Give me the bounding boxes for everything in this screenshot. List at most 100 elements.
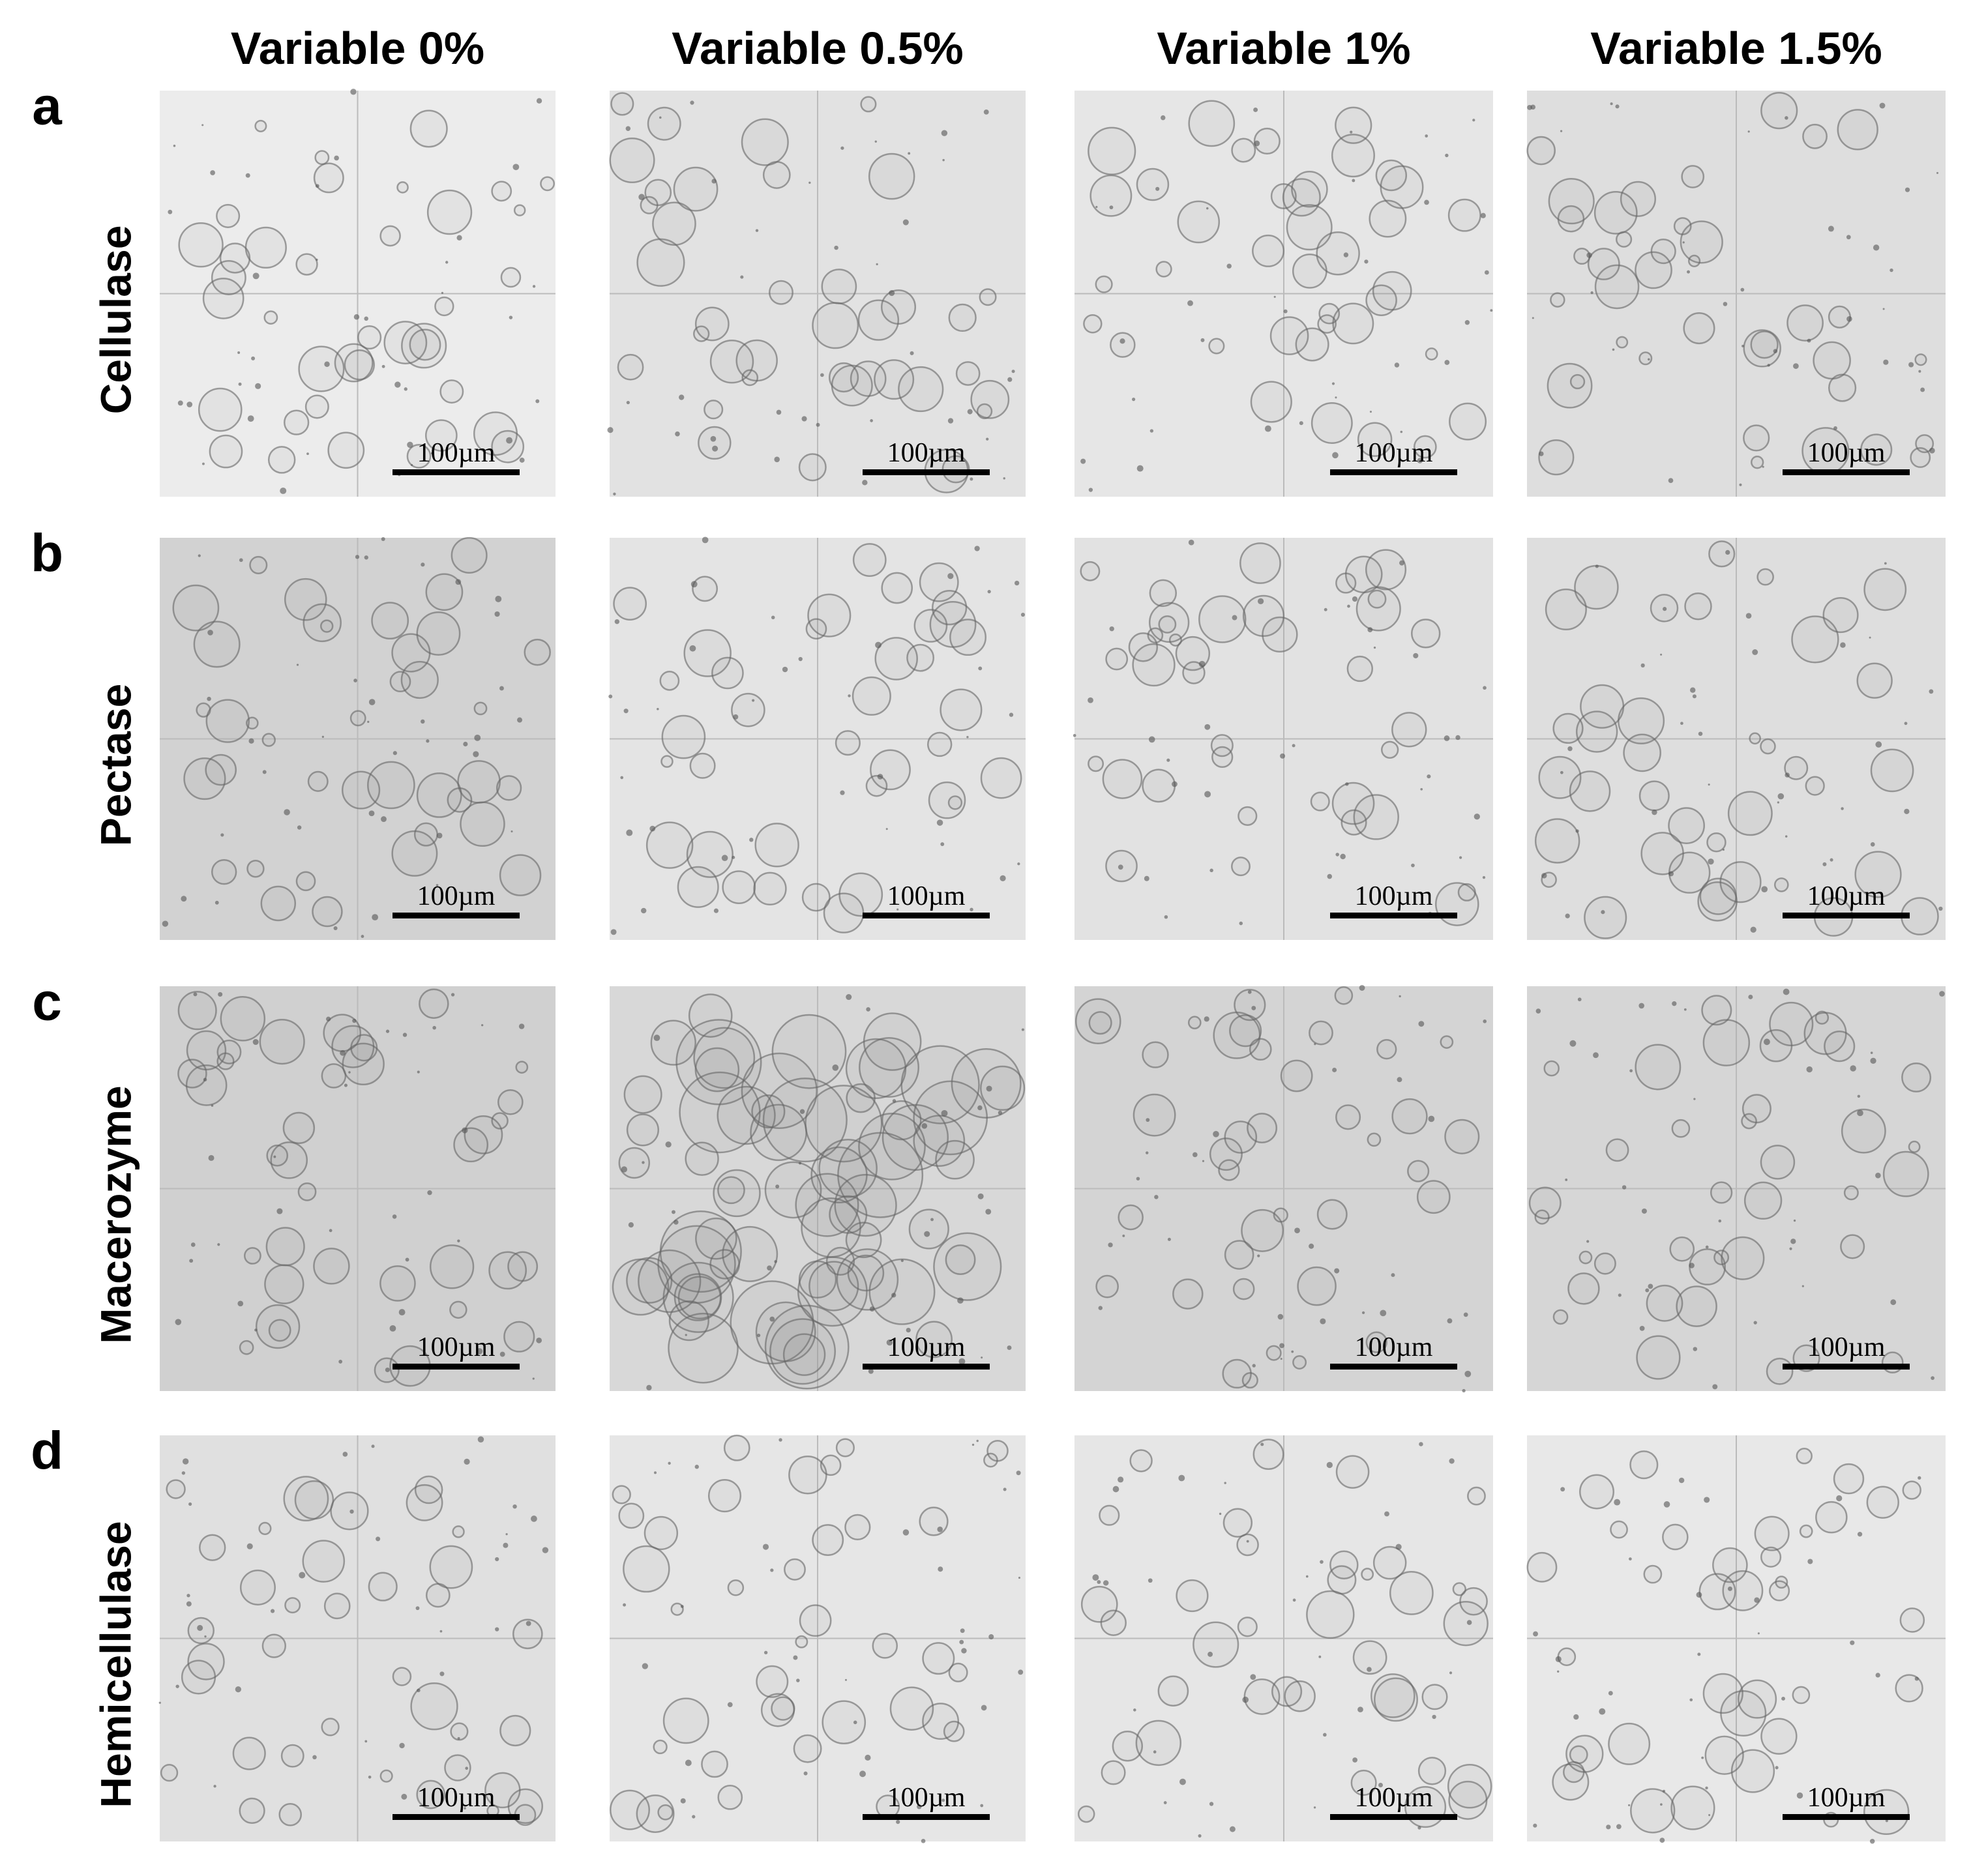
debris [649, 825, 656, 832]
debris [1164, 915, 1168, 919]
cell [662, 1697, 709, 1744]
cell [183, 757, 226, 800]
cell [1291, 170, 1328, 208]
debris [506, 437, 513, 444]
scale-bar [863, 469, 990, 475]
debris [1638, 1003, 1644, 1009]
debris [1648, 358, 1650, 361]
debris [1672, 1001, 1677, 1006]
debris [254, 1328, 258, 1332]
debris [1016, 1471, 1021, 1476]
debris [1294, 1227, 1300, 1234]
debris [876, 263, 878, 265]
cell [1329, 1550, 1359, 1579]
cell [707, 1478, 742, 1513]
micrograph: 100µm [609, 1434, 1026, 1843]
cell [1833, 1463, 1865, 1495]
debris [1806, 1066, 1813, 1073]
panel-letter: a [32, 77, 63, 136]
debris [1009, 712, 1014, 717]
cell [503, 1321, 535, 1353]
debris [1569, 1040, 1577, 1047]
cell [801, 883, 831, 912]
cell [801, 1197, 861, 1258]
debris [1335, 396, 1337, 399]
cell [185, 1064, 228, 1106]
debris [1097, 1580, 1101, 1584]
cell [835, 1438, 855, 1458]
cell [1099, 1504, 1120, 1526]
debris [1133, 1708, 1136, 1712]
cell [868, 153, 915, 200]
debris [1455, 735, 1460, 740]
debris [512, 1504, 517, 1509]
debris [238, 382, 242, 386]
cell [429, 1545, 473, 1589]
debris [702, 536, 709, 544]
debris [1622, 1185, 1627, 1190]
debris [352, 1018, 357, 1023]
row-label: Macerozyme [91, 1085, 140, 1343]
cell [1440, 1035, 1454, 1049]
cell [1843, 1185, 1859, 1201]
cell [1158, 615, 1177, 634]
cell [1133, 1093, 1176, 1137]
debris [1313, 1806, 1316, 1809]
micrograph: 100µm [1527, 986, 1946, 1391]
debris [542, 1547, 549, 1553]
cell [1676, 1285, 1717, 1327]
cell [1702, 1673, 1743, 1714]
cell [1346, 655, 1373, 682]
debris [957, 1297, 964, 1304]
debris [186, 402, 193, 407]
debris [1875, 1673, 1880, 1678]
debris [756, 1334, 761, 1338]
debris [776, 409, 782, 415]
debris [1332, 452, 1339, 459]
debris [1555, 1656, 1562, 1662]
debris [1331, 382, 1335, 385]
scale-bar [1783, 913, 1910, 918]
debris [1484, 270, 1489, 275]
debris [1618, 1293, 1622, 1297]
cell [947, 795, 963, 810]
debris [1879, 102, 1886, 109]
cell [1413, 435, 1437, 459]
scale-bar [393, 913, 520, 918]
cell [1547, 362, 1593, 409]
cell [922, 1703, 960, 1740]
debris [273, 1155, 276, 1158]
debris [190, 1242, 196, 1247]
debris [1628, 1804, 1631, 1806]
cell [1815, 1501, 1848, 1534]
debris [1704, 1497, 1710, 1503]
debris [1850, 1065, 1856, 1072]
panel-letter: d [31, 1422, 63, 1481]
debris [1200, 338, 1205, 342]
cell [1908, 1140, 1921, 1153]
debris [235, 1686, 241, 1693]
debris [770, 1568, 774, 1572]
debris [614, 619, 620, 624]
cell [496, 775, 522, 801]
cell [1901, 1062, 1932, 1092]
debris [299, 1572, 306, 1579]
debris [503, 1542, 509, 1548]
cell [216, 1039, 242, 1064]
debris [389, 1325, 396, 1332]
cell [344, 349, 375, 381]
cell [610, 92, 634, 116]
debris [1021, 1028, 1024, 1031]
scale-bar-label: 100µm [887, 881, 966, 911]
debris [1088, 697, 1093, 703]
debris [532, 1377, 535, 1380]
debris [970, 477, 973, 481]
debris [1095, 205, 1098, 209]
debris [869, 1306, 875, 1312]
cell [822, 1700, 867, 1745]
debris [1352, 179, 1356, 183]
debris [1698, 731, 1703, 736]
debris [985, 1209, 992, 1215]
debris [910, 351, 914, 355]
